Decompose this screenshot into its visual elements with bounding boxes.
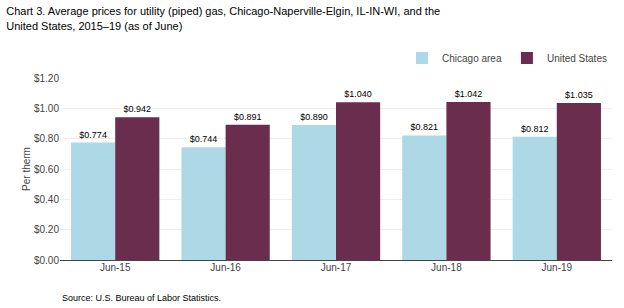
svg-text:$1.040: $1.040: [344, 89, 372, 99]
svg-text:$1.00: $1.00: [34, 103, 59, 114]
svg-text:Chart 3. Average prices for ut: Chart 3. Average prices for utility (pip…: [6, 5, 440, 31]
svg-text:$0.821: $0.821: [411, 122, 439, 132]
svg-text:Jun-16: Jun-16: [210, 262, 241, 273]
svg-text:$1.20: $1.20: [34, 73, 59, 84]
svg-text:$0.40: $0.40: [34, 194, 59, 205]
svg-text:United States: United States: [547, 53, 607, 64]
svg-text:Chicago area: Chicago area: [442, 53, 502, 64]
svg-text:Jun-17: Jun-17: [321, 262, 352, 273]
svg-text:$0.774: $0.774: [79, 130, 107, 140]
svg-text:Source: U.S. Bureau of Labor S: Source: U.S. Bureau of Labor Statistics.: [62, 293, 221, 303]
svg-text:$0.812: $0.812: [521, 124, 549, 134]
svg-text:Jun-19: Jun-19: [542, 262, 573, 273]
svg-text:Jun-18: Jun-18: [431, 262, 462, 273]
svg-text:$0.890: $0.890: [300, 112, 328, 122]
svg-text:$0.744: $0.744: [190, 134, 218, 144]
svg-text:$0.20: $0.20: [34, 224, 59, 235]
svg-text:$0.00: $0.00: [34, 255, 59, 266]
svg-text:$1.035: $1.035: [565, 90, 593, 100]
svg-text:$0.80: $0.80: [34, 133, 59, 144]
svg-text:$0.942: $0.942: [124, 104, 152, 114]
svg-text:$1.042: $1.042: [455, 89, 483, 99]
svg-text:Jun-15: Jun-15: [100, 262, 131, 273]
svg-text:$0.60: $0.60: [34, 164, 59, 175]
svg-text:Per therm: Per therm: [21, 147, 32, 191]
svg-text:$0.891: $0.891: [234, 112, 262, 122]
